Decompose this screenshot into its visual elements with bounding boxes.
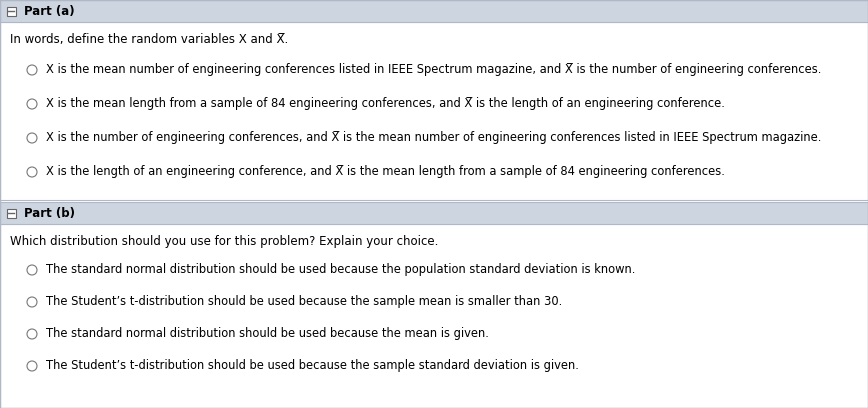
Text: X is the mean length from a sample of 84 engineering conferences, and X̅ is the : X is the mean length from a sample of 84… bbox=[46, 98, 725, 111]
Bar bbox=[6, 208, 16, 217]
Bar bbox=[0, 224, 868, 408]
Text: The standard normal distribution should be used because the mean is given.: The standard normal distribution should … bbox=[46, 328, 489, 341]
Circle shape bbox=[27, 99, 37, 109]
Bar bbox=[0, 0, 868, 22]
Circle shape bbox=[27, 361, 37, 371]
Text: X is the mean number of engineering conferences listed in IEEE Spectrum magazine: X is the mean number of engineering conf… bbox=[46, 64, 821, 77]
Circle shape bbox=[27, 265, 37, 275]
Text: Part (b): Part (b) bbox=[24, 206, 75, 220]
Circle shape bbox=[27, 329, 37, 339]
Text: Part (a): Part (a) bbox=[24, 4, 75, 18]
Circle shape bbox=[27, 167, 37, 177]
Circle shape bbox=[27, 65, 37, 75]
Bar bbox=[6, 7, 16, 16]
Bar bbox=[0, 22, 868, 200]
Circle shape bbox=[27, 133, 37, 143]
Bar bbox=[0, 202, 868, 224]
Text: The Student’s t-distribution should be used because the sample mean is smaller t: The Student’s t-distribution should be u… bbox=[46, 295, 562, 308]
Circle shape bbox=[27, 297, 37, 307]
Text: X is the number of engineering conferences, and X̅ is the mean number of enginee: X is the number of engineering conferenc… bbox=[46, 131, 821, 144]
Text: In words, define the random variables X and X̅.: In words, define the random variables X … bbox=[10, 33, 288, 47]
Text: X is the length of an engineering conference, and X̅ is the mean length from a s: X is the length of an engineering confer… bbox=[46, 166, 725, 179]
Text: Which distribution should you use for this problem? Explain your choice.: Which distribution should you use for th… bbox=[10, 235, 438, 248]
Text: The standard normal distribution should be used because the population standard : The standard normal distribution should … bbox=[46, 264, 635, 277]
Text: The Student’s t-distribution should be used because the sample standard deviatio: The Student’s t-distribution should be u… bbox=[46, 359, 579, 373]
